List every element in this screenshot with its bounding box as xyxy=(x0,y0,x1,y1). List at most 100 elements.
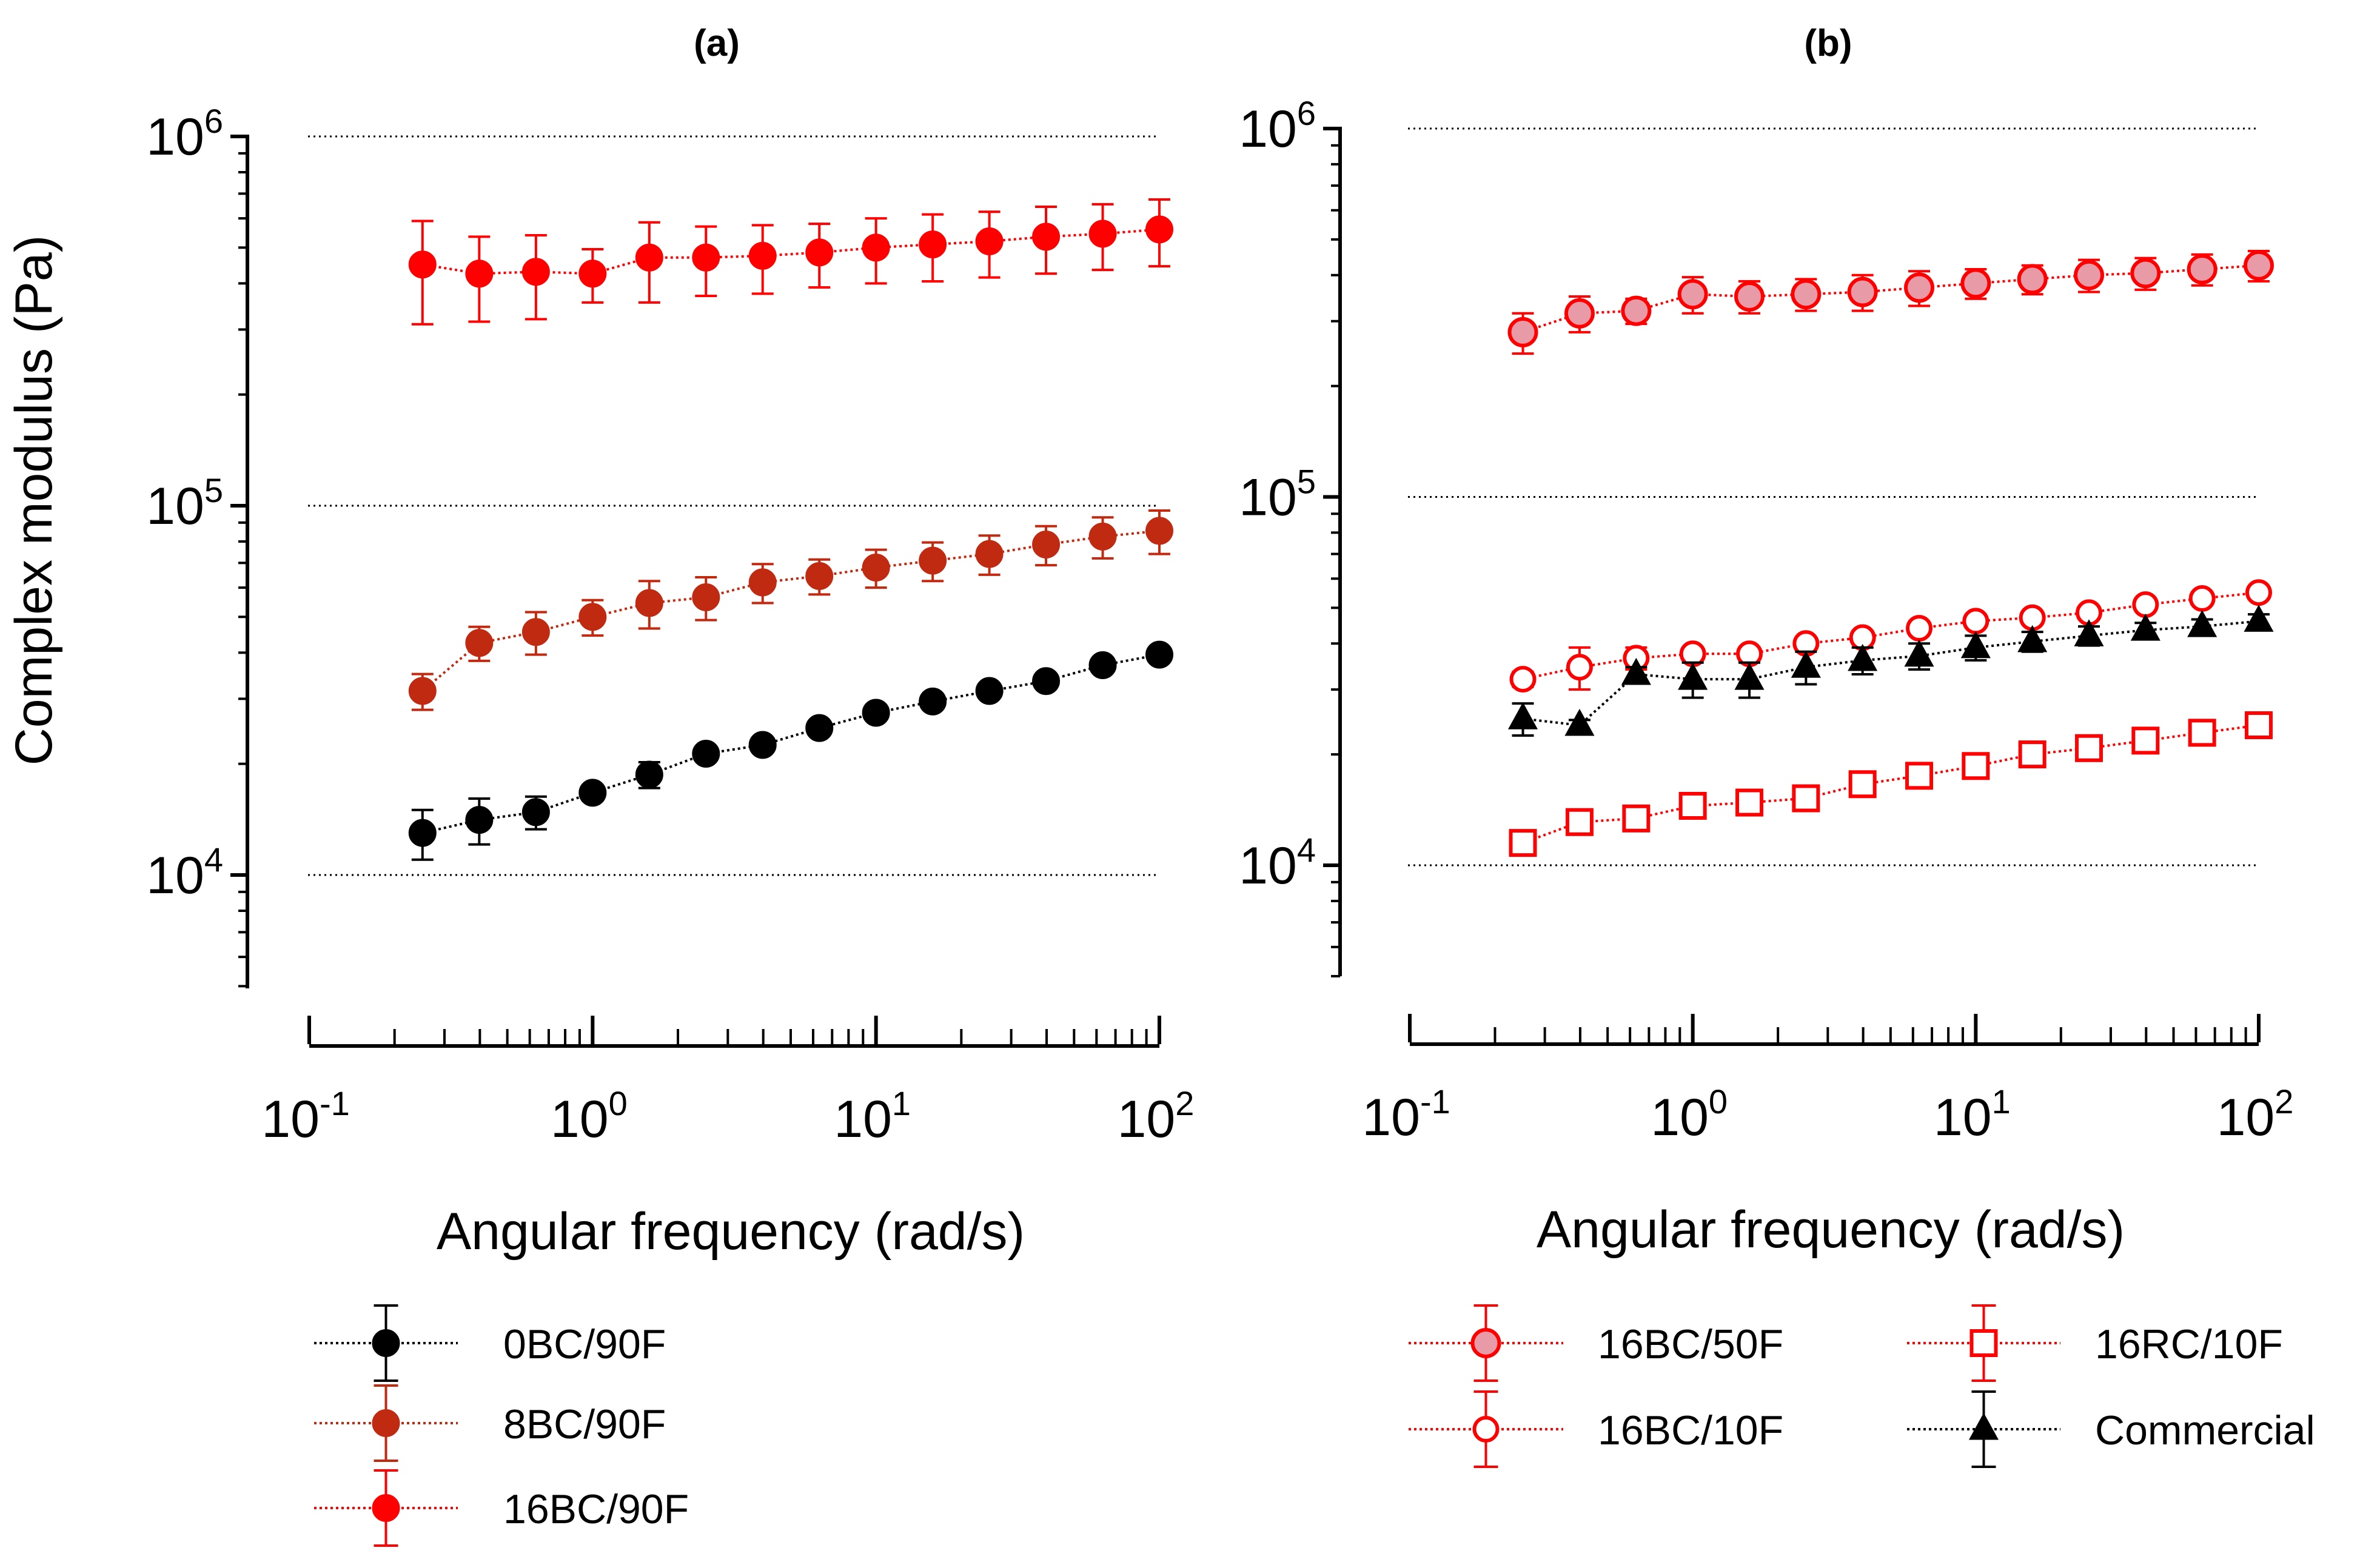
data-point xyxy=(2245,579,2272,606)
data-point xyxy=(2074,619,2104,646)
data-point xyxy=(692,740,720,768)
series-16bc-50f xyxy=(1507,250,2274,355)
data-point xyxy=(408,677,437,705)
panel-title: (b) xyxy=(1804,22,1852,64)
legend-marker xyxy=(372,1494,400,1522)
data-point xyxy=(1677,279,1708,310)
data-point xyxy=(1621,657,1651,685)
legend: 16BC/50F 16BC/10F 16RC/10F Commercial xyxy=(1409,1304,2315,1468)
series-8bc-90f xyxy=(408,509,1173,711)
data-point xyxy=(635,589,663,617)
data-point xyxy=(1962,752,1990,780)
y-tick-label: 105 xyxy=(1239,463,1316,527)
legend-label: 16BC/10F xyxy=(1598,1407,1783,1453)
data-point xyxy=(862,233,890,262)
x-tick-base: 10 xyxy=(1118,1090,1176,1148)
legend-marker xyxy=(372,1409,400,1437)
series-line xyxy=(421,529,1160,692)
legend-label: 16BC/90F xyxy=(503,1486,689,1532)
data-point xyxy=(1032,223,1061,251)
y-tick-label: 106 xyxy=(146,102,223,166)
x-tick-base: 10 xyxy=(1651,1088,1709,1147)
x-tick-label: 100 xyxy=(1651,1082,1728,1147)
legend-label: 16BC/50F xyxy=(1598,1321,1783,1367)
x-tick-base: 10 xyxy=(2217,1088,2275,1147)
y-tick-base: 10 xyxy=(1239,469,1297,527)
data-point xyxy=(1847,277,1878,307)
data-point xyxy=(1621,295,1652,326)
data-point xyxy=(2188,719,2216,747)
x-tick-exp: -1 xyxy=(320,1084,350,1122)
data-point xyxy=(408,250,437,279)
series-16bc-10f xyxy=(1509,579,2272,693)
data-point xyxy=(1905,762,1934,790)
series-commercial xyxy=(1507,605,2274,737)
legend-label: 8BC/90F xyxy=(503,1401,666,1447)
data-point xyxy=(521,618,550,646)
legend-entry: 0BC/90F xyxy=(314,1304,666,1382)
data-point xyxy=(465,629,494,657)
x-tick-exp: 0 xyxy=(1709,1082,1728,1121)
x-tick-label: 100 xyxy=(551,1084,628,1148)
data-point xyxy=(862,699,890,727)
y-tick-base: 10 xyxy=(1239,837,1297,895)
data-point xyxy=(2187,610,2217,637)
data-point xyxy=(2244,250,2274,281)
x-tick-base: 10 xyxy=(551,1090,609,1148)
data-point xyxy=(2074,260,2105,290)
data-point xyxy=(1734,663,1765,690)
data-point xyxy=(1509,666,1537,693)
data-point xyxy=(635,243,663,272)
data-point xyxy=(1960,631,1991,659)
data-point xyxy=(1904,639,1934,667)
x-tick-label: 102 xyxy=(2217,1082,2294,1147)
data-point xyxy=(1564,298,1595,329)
y-tick-exp: 6 xyxy=(204,102,223,140)
x-tick-label: 101 xyxy=(834,1084,911,1148)
data-point xyxy=(1622,804,1651,833)
data-point xyxy=(805,561,834,590)
data-point xyxy=(748,241,777,270)
legend-entry: 16RC/10F xyxy=(1907,1304,2283,1382)
data-point xyxy=(1735,788,1764,817)
data-point xyxy=(1565,808,1594,836)
y-tick-exp: 6 xyxy=(1297,94,1316,132)
data-point xyxy=(1566,654,1593,681)
y-tick-label: 105 xyxy=(146,471,223,535)
x-axis-title: Angular frequency (rad/s) xyxy=(437,1202,1025,1261)
x-tick-exp: 2 xyxy=(1175,1084,1194,1122)
series-16rc-10f xyxy=(1509,711,2273,857)
data-point xyxy=(2131,726,2160,755)
legend-entry: 16BC/90F xyxy=(314,1469,689,1547)
data-point xyxy=(521,258,550,286)
y-axis-title: Complex modulus (Pa) xyxy=(5,235,63,766)
data-point xyxy=(1507,702,1538,729)
x-tick-base: 10 xyxy=(1934,1088,1992,1147)
data-point xyxy=(1145,517,1173,545)
data-point xyxy=(635,760,663,789)
x-tick-base: 10 xyxy=(261,1090,320,1148)
data-point xyxy=(2130,258,2161,289)
data-point xyxy=(2187,254,2217,285)
y-tick-label: 106 xyxy=(1239,94,1316,158)
data-point xyxy=(975,677,1004,705)
series-16bc-90f xyxy=(408,198,1173,326)
data-point xyxy=(919,687,947,716)
y-tick-label: 104 xyxy=(1239,831,1316,895)
data-point xyxy=(465,806,494,834)
x-tick-label: 101 xyxy=(1934,1082,2011,1147)
y-tick-exp: 5 xyxy=(1297,463,1316,501)
data-point xyxy=(1088,220,1117,248)
legend-marker xyxy=(1472,1416,1500,1443)
legend-marker xyxy=(372,1329,400,1357)
data-point xyxy=(1678,663,1708,690)
data-point xyxy=(1145,215,1173,244)
data-point xyxy=(692,583,720,612)
data-point xyxy=(578,779,607,807)
y-tick-label: 104 xyxy=(146,840,223,905)
data-point xyxy=(975,540,1004,568)
data-point xyxy=(919,546,947,575)
legend-marker xyxy=(1968,1412,1999,1440)
